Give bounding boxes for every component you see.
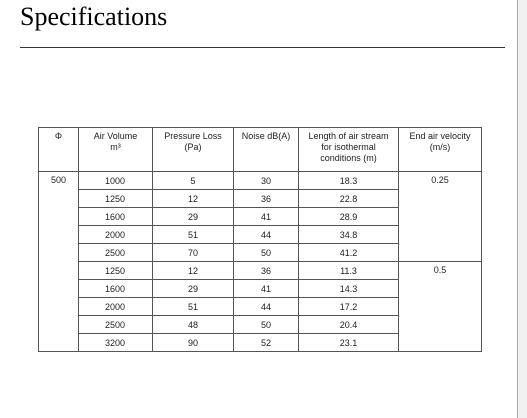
table-cell: 3200 — [78, 333, 153, 352]
table-row: 1600 29 41 14.3 — [39, 279, 482, 298]
header-line: m³ — [110, 142, 121, 152]
header-row: Φ Air Volume m³ Pressure Loss (Pa) Noise dB(A… — [38, 127, 482, 172]
table-cell: 50 — [233, 315, 299, 334]
table-cell: 2500 — [78, 315, 153, 334]
diameter-cell: 500 — [38, 171, 79, 352]
table-cell: 41.2 — [298, 243, 399, 262]
spec-table: Φ Air Volume m³ Pressure Loss (Pa) Noise dB(A… — [38, 127, 482, 352]
header-line: Length of air stream — [308, 131, 389, 141]
table-cell: 2000 — [78, 297, 153, 316]
table-cell: 29 — [152, 279, 234, 298]
header-line: (m/s) — [429, 142, 451, 152]
table-cell: 30 — [233, 171, 299, 190]
table-cell: 20.4 — [298, 315, 399, 334]
table-cell: 18.3 — [298, 171, 399, 190]
header-line: Pressure Loss — [164, 131, 222, 141]
table-cell: 2500 — [78, 243, 153, 262]
header-line: Air Volume — [93, 131, 138, 141]
table-cell: 11.3 — [298, 261, 399, 280]
header-line: for isothermal — [321, 142, 376, 152]
table-cell: 1600 — [78, 207, 153, 226]
window-edge — [517, 0, 527, 418]
header-line: (Pa) — [184, 142, 202, 152]
header-line: End air velocity — [409, 131, 471, 141]
table-row: 1250 12 36 22.8 — [39, 189, 482, 208]
table-cell: 51 — [152, 225, 234, 244]
table-body: 500 1000 5 30 18.3 0.25 1250 12 36 22.8 1600 29 41 28… — [38, 171, 482, 352]
title-rule — [20, 47, 505, 48]
table-cell: 70 — [152, 243, 234, 262]
table-cell: 1250 — [78, 261, 153, 280]
page-title: Specifications — [20, 2, 168, 31]
column-header: Length of air stream for isothermal condit… — [298, 127, 399, 172]
column-header: Φ — [38, 127, 79, 172]
table-cell: 17.2 — [298, 297, 399, 316]
table-cell: 36 — [233, 261, 299, 280]
column-header: Air Volume m³ — [78, 127, 153, 172]
table-cell: 52 — [233, 333, 299, 352]
table-cell: 22.8 — [298, 189, 399, 208]
column-header: Pressure Loss (Pa) — [152, 127, 234, 172]
table-cell: 48 — [152, 315, 234, 334]
table-cell: 44 — [233, 225, 299, 244]
table-cell: 14.3 — [298, 279, 399, 298]
table-cell: 5 — [152, 171, 234, 190]
table-cell: 34.8 — [298, 225, 399, 244]
table-cell: 50 — [233, 243, 299, 262]
column-header: Noise dB(A) — [233, 127, 299, 172]
table-cell: 12 — [152, 261, 234, 280]
table-cell: 36 — [233, 189, 299, 208]
table-row: 1250 12 36 11.3 0.5 — [39, 261, 482, 352]
velocity-cell: 0.25 — [398, 171, 482, 262]
table-cell: 44 — [233, 297, 299, 316]
table-cell: 23.1 — [298, 333, 399, 352]
table-cell: 41 — [233, 207, 299, 226]
header-line: Noise dB(A) — [241, 131, 291, 141]
table-cell: 1000 — [78, 171, 153, 190]
table-cell: 90 — [152, 333, 234, 352]
header-line: Φ — [54, 131, 63, 141]
table-cell: 12 — [152, 189, 234, 208]
table-cell: 1600 — [78, 279, 153, 298]
table-cell: 41 — [233, 279, 299, 298]
table-row: 2000 51 44 34.8 — [39, 225, 482, 244]
table-cell: 2000 — [78, 225, 153, 244]
column-header: End air velocity (m/s) — [398, 127, 482, 172]
velocity-cell: 0.5 — [398, 261, 482, 352]
table-cell: 51 — [152, 297, 234, 316]
table-row: 2000 51 44 17.2 — [39, 297, 482, 316]
table-row: 500 1000 5 30 18.3 0.25 — [38, 171, 482, 352]
header-line: conditions (m) — [320, 153, 377, 163]
table-cell: 28.9 — [298, 207, 399, 226]
table-cell: 1250 — [78, 189, 153, 208]
table-cell: 29 — [152, 207, 234, 226]
table-row: 3200 90 52 23.1 — [39, 333, 482, 352]
